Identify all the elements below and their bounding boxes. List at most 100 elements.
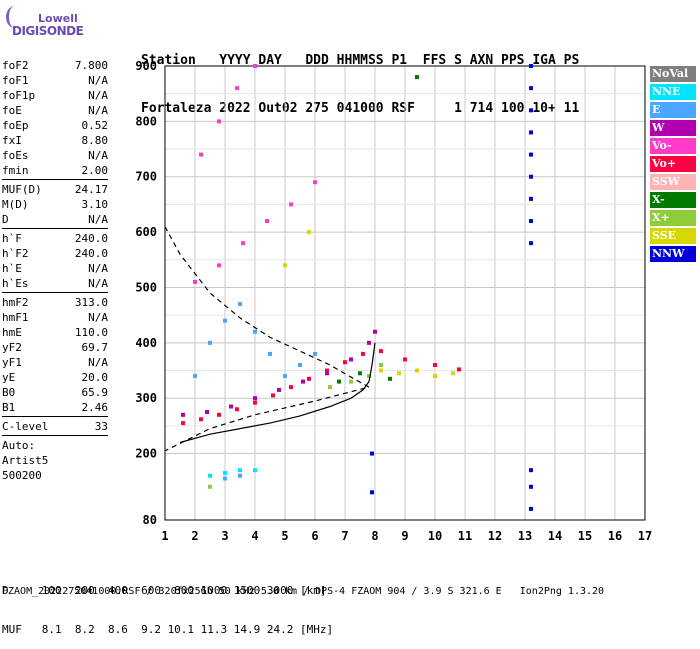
- param-value: N/A: [88, 149, 108, 162]
- param-value: 240.0: [74, 232, 108, 245]
- param-value: 8.80: [81, 134, 109, 147]
- legend-item: Vo+: [650, 156, 696, 172]
- data-point: [403, 357, 407, 362]
- data-point: [205, 410, 209, 415]
- x-tick-label: 5: [281, 529, 288, 543]
- param-value: 3.10: [81, 198, 109, 211]
- data-point: [253, 400, 257, 405]
- data-point: [223, 470, 227, 475]
- autoscale-info: Auto:: [2, 439, 36, 452]
- param-name: foF2: [2, 59, 29, 72]
- data-point: [301, 379, 305, 384]
- data-point: [253, 64, 257, 68]
- data-point: [529, 196, 533, 201]
- param-name: MUF(D): [2, 183, 42, 196]
- logo-line1: Lowell: [38, 12, 78, 25]
- param-name: foEs: [2, 149, 29, 162]
- param-row: foF1p N/A: [2, 88, 108, 103]
- data-point: [388, 376, 392, 381]
- param-value: 65.9: [81, 386, 109, 399]
- param-row: B1 2.46: [2, 400, 108, 415]
- x-tick-label: 11: [458, 529, 472, 543]
- param-value: N/A: [88, 213, 108, 226]
- x-tick-label: 9: [401, 529, 408, 543]
- param-name: fxI: [2, 134, 22, 147]
- param-name: yF2: [2, 341, 22, 354]
- param-row: hmF1 N/A: [2, 310, 108, 325]
- param-row: hmE 110.0: [2, 325, 108, 340]
- param-name: h`F2: [2, 247, 29, 260]
- data-point: [313, 351, 317, 356]
- param-row: foF2 7.800: [2, 58, 108, 73]
- data-point: [199, 152, 203, 157]
- param-separator: [2, 179, 108, 180]
- data-point: [529, 152, 533, 157]
- param-separator: [2, 435, 108, 436]
- data-point: [265, 219, 269, 224]
- legend-item: SSW: [650, 174, 696, 190]
- param-value: 7.800: [74, 59, 108, 72]
- data-point: [298, 362, 302, 367]
- param-row: hmF2 313.0: [2, 295, 108, 310]
- x-tick-label: 6: [311, 529, 318, 543]
- param-value: 20.0: [81, 371, 109, 384]
- param-name: hmF1: [2, 311, 29, 324]
- data-point: [433, 362, 437, 367]
- param-row: h`E N/A: [2, 261, 108, 276]
- param-name: foF1: [2, 74, 29, 87]
- param-name: h`E: [2, 262, 22, 275]
- param-value: N/A: [88, 311, 108, 324]
- data-point: [208, 473, 212, 478]
- legend-item: NNE: [650, 84, 696, 100]
- param-row: B0 65.9: [2, 385, 108, 400]
- param-value: N/A: [88, 277, 108, 290]
- data-point: [193, 279, 197, 284]
- data-point: [238, 468, 242, 473]
- data-point: [223, 318, 227, 323]
- x-tick-label: 1: [161, 529, 168, 543]
- data-point: [289, 385, 293, 390]
- x-tick-label: 10: [428, 529, 442, 543]
- y-tick-label: 800: [135, 114, 157, 128]
- data-point: [361, 351, 365, 356]
- param-value: N/A: [88, 356, 108, 369]
- data-point: [271, 393, 275, 398]
- data-point: [529, 86, 533, 91]
- station-header: Station YYYY DAY DDD HHMMSS P1 FFS S AXN…: [141, 21, 579, 133]
- param-separator: [2, 292, 108, 293]
- data-point: [349, 357, 353, 362]
- data-point: [529, 241, 533, 246]
- data-point: [529, 484, 533, 489]
- header-line2: Fortaleza 2022 Out02 275 041000 RSF 1 71…: [141, 101, 580, 116]
- footer-file-info: FZAOM_2022275041000.RSF / 320fx256h 50 k…: [2, 586, 605, 597]
- x-tick-label: 12: [488, 529, 502, 543]
- param-value: 24.17: [74, 183, 108, 196]
- autoscale-info: 500200: [2, 469, 42, 482]
- param-name: hmF2: [2, 296, 29, 309]
- data-point: [253, 329, 257, 334]
- param-row: C-level 33: [2, 419, 108, 434]
- param-name: fmin: [2, 164, 29, 177]
- logo-line2: DIGISONDE: [12, 24, 84, 38]
- param-value: N/A: [88, 74, 108, 87]
- logo-arc-icon: [6, 6, 23, 28]
- y-tick-label: 300: [135, 391, 157, 405]
- y-tick-label: 80: [143, 513, 157, 527]
- param-value: 110.0: [74, 326, 108, 339]
- x-tick-label: 16: [608, 529, 622, 543]
- param-name: C-level: [2, 420, 49, 433]
- param-row: foEp 0.52: [2, 118, 108, 133]
- data-point: [253, 468, 257, 473]
- x-tick-label: 7: [341, 529, 348, 543]
- y-tick-label: 500: [135, 280, 157, 294]
- data-point: [529, 468, 533, 473]
- data-point: [433, 374, 437, 379]
- legend-item: X+: [650, 210, 696, 226]
- data-point: [217, 119, 221, 124]
- data-point: [325, 368, 329, 373]
- data-point: [370, 451, 374, 456]
- data-point: [289, 202, 293, 207]
- param-value: 313.0: [74, 296, 108, 309]
- param-row: fxI 8.80: [2, 133, 108, 148]
- param-value: 2.46: [81, 401, 109, 414]
